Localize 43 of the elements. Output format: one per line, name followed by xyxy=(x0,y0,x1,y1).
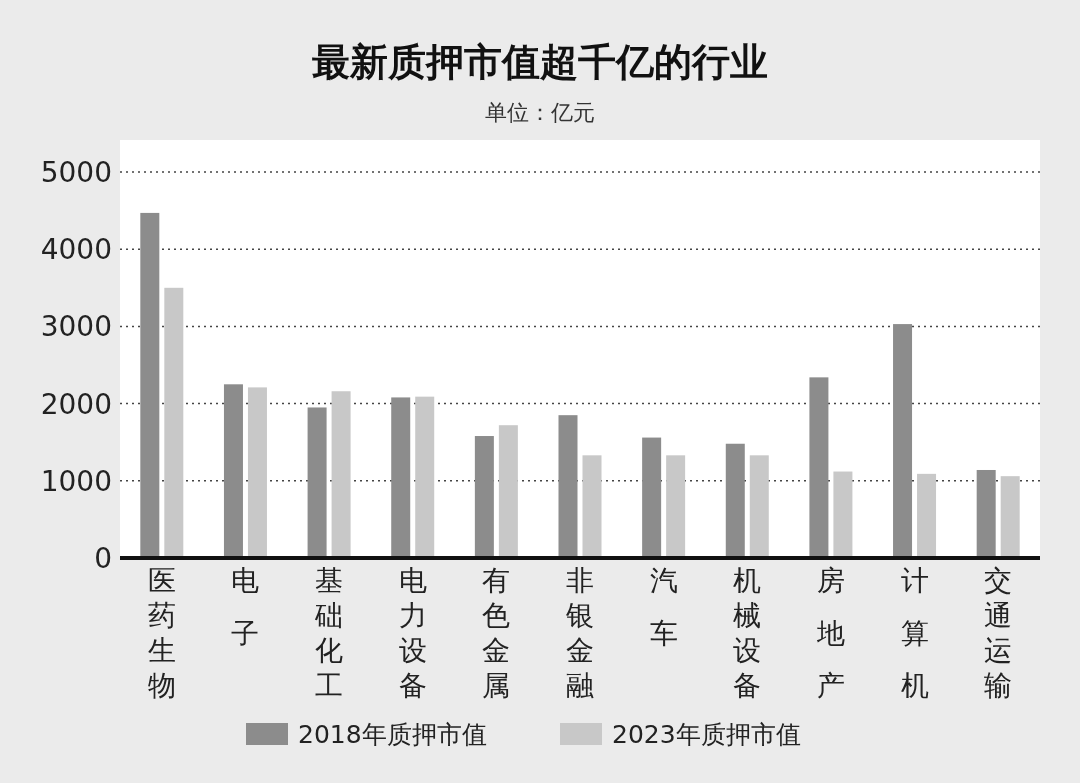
x-tick-label: 电力设备 xyxy=(398,564,427,702)
bar xyxy=(893,324,913,558)
bar xyxy=(223,384,243,558)
chart-subtitle: 单位：亿元 xyxy=(485,100,595,125)
legend-label: 2023年质押市值 xyxy=(612,720,801,749)
bar xyxy=(666,455,686,558)
bar xyxy=(391,397,411,558)
legend-label: 2018年质押市值 xyxy=(298,720,487,749)
bar xyxy=(976,469,996,558)
x-tick-label: 汽车 xyxy=(649,564,678,650)
bar xyxy=(809,377,829,558)
chart-title: 最新质押市值超千亿的行业 xyxy=(312,40,768,84)
x-tick-label: 计算机 xyxy=(900,564,929,702)
bar xyxy=(247,387,267,558)
x-tick-label: 非银金融 xyxy=(565,564,594,702)
bar xyxy=(474,436,494,558)
bar xyxy=(725,443,745,558)
bar xyxy=(415,396,435,558)
bar xyxy=(307,407,327,558)
y-tick-label: 0 xyxy=(94,542,112,575)
bar xyxy=(140,212,160,558)
bar xyxy=(833,471,853,558)
y-tick-label: 2000 xyxy=(40,387,112,421)
bar xyxy=(1000,476,1020,558)
bar xyxy=(498,425,518,558)
x-tick-label: 基础化工 xyxy=(314,564,344,702)
bar xyxy=(582,455,602,558)
x-tick-label: 医药生物 xyxy=(147,564,176,702)
bar xyxy=(642,437,662,558)
y-tick-label: 1000 xyxy=(40,464,112,498)
y-tick-label: 3000 xyxy=(40,310,112,344)
x-tick-label: 交通运输 xyxy=(984,564,1013,702)
bar xyxy=(331,391,351,558)
bar xyxy=(917,473,937,558)
bar xyxy=(749,455,769,558)
bar xyxy=(164,287,184,558)
x-tick-label: 有色金属 xyxy=(482,564,511,702)
bar xyxy=(558,415,578,558)
x-tick-label: 电子 xyxy=(231,564,260,650)
y-tick-label: 5000 xyxy=(40,156,112,189)
y-tick-label: 4000 xyxy=(40,233,112,267)
x-tick-label: 机械设备 xyxy=(733,564,762,702)
x-tick-label: 房地产 xyxy=(815,564,845,702)
